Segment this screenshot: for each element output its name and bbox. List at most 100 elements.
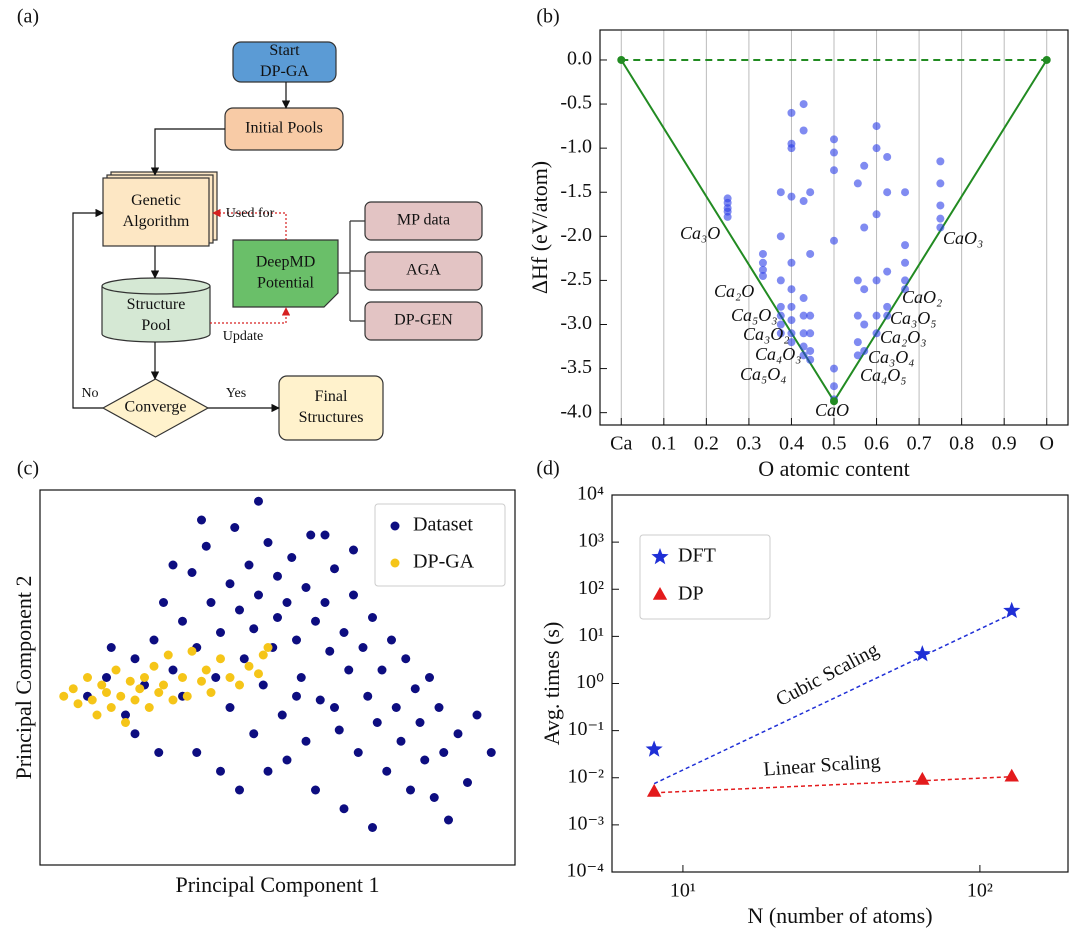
point	[799, 197, 808, 206]
fit-line	[653, 613, 1013, 785]
y-tick-label: -3.0	[560, 312, 592, 334]
point	[353, 748, 363, 757]
point	[936, 201, 945, 210]
point	[410, 684, 420, 694]
point	[363, 691, 373, 701]
point	[830, 166, 838, 175]
edge-label: No	[81, 386, 98, 401]
node-label: DP-GA	[260, 63, 309, 80]
y-tick-label: -4.0	[560, 400, 592, 422]
node-label: DeepMD	[256, 254, 316, 271]
point	[239, 654, 249, 664]
point	[92, 710, 102, 720]
x-tick-label: 0.7	[907, 433, 932, 455]
legend-box	[374, 503, 506, 587]
node-label: Converge	[125, 399, 187, 416]
point	[860, 320, 869, 329]
y-tick-label: 0.0	[567, 48, 592, 70]
point	[872, 122, 881, 131]
fit-label: Linear Scaling	[763, 751, 881, 781]
point	[263, 766, 273, 776]
point	[315, 695, 325, 705]
x-tick-label: 0.9	[992, 433, 1017, 455]
point	[853, 338, 862, 347]
point	[135, 684, 145, 694]
edge	[150, 128, 225, 176]
point	[102, 673, 111, 682]
point	[154, 688, 164, 697]
node-label: Potential	[257, 275, 314, 292]
point	[1003, 601, 1021, 618]
fit-label: Cubic Scaling	[772, 639, 882, 711]
point	[936, 179, 945, 188]
point	[282, 755, 292, 765]
node-label: Algorithm	[123, 213, 190, 230]
point	[216, 654, 225, 664]
x-axis-label: N (number of atoms)	[747, 903, 932, 928]
point	[197, 676, 206, 686]
point	[860, 285, 869, 294]
annotation: Ca₄O₅	[860, 365, 907, 385]
panel-label: (c)	[17, 458, 39, 480]
panel-label: (a)	[17, 6, 39, 28]
point	[377, 665, 387, 675]
point	[149, 635, 159, 645]
point	[125, 676, 135, 686]
annotation: Ca₂O	[714, 281, 754, 301]
annotation: Ca₂O₃	[880, 327, 927, 347]
legend-marker	[651, 548, 669, 565]
point	[372, 718, 382, 727]
edge	[210, 307, 291, 324]
annotation: Ca₄O₃	[755, 344, 802, 364]
point	[306, 530, 316, 540]
point	[936, 223, 945, 232]
point	[806, 346, 815, 355]
point	[787, 258, 796, 267]
edge	[72, 208, 104, 409]
x-axis-label: Principal Component 1	[175, 872, 379, 897]
point	[206, 598, 216, 607]
x-tick-label: O	[1040, 433, 1054, 455]
y-tick-label: -1.0	[560, 136, 592, 158]
point	[235, 605, 244, 615]
point	[216, 766, 225, 776]
point	[111, 665, 121, 675]
point	[776, 320, 785, 329]
point	[225, 703, 235, 712]
y-tick-label: 10⁻³	[567, 812, 604, 834]
point	[87, 695, 97, 705]
legend-marker	[390, 558, 400, 568]
plot-frame	[611, 494, 1069, 873]
point	[883, 152, 892, 161]
point	[225, 673, 235, 682]
point	[254, 590, 263, 600]
point	[59, 691, 69, 701]
point	[311, 616, 320, 626]
point	[872, 210, 881, 219]
panel-label: (b)	[536, 6, 559, 28]
point	[872, 329, 881, 338]
point	[830, 135, 838, 144]
node-label: Final	[315, 388, 348, 405]
point	[168, 665, 178, 675]
node-label: Structures	[299, 409, 364, 426]
point	[168, 695, 178, 705]
point	[187, 646, 197, 656]
point	[776, 311, 785, 320]
annotation: CaO	[815, 400, 849, 420]
point	[901, 188, 910, 197]
y-axis-label: Avg. times (s)	[539, 622, 564, 746]
point	[235, 680, 244, 690]
point	[758, 271, 767, 280]
point	[860, 161, 869, 170]
node-label: Structure	[127, 296, 186, 313]
point	[244, 560, 254, 570]
x-tick-label: 0.6	[864, 433, 889, 455]
point	[758, 258, 767, 267]
point	[163, 650, 173, 660]
point	[144, 703, 154, 712]
point	[776, 232, 785, 241]
legend-marker	[390, 521, 400, 531]
point	[883, 267, 892, 276]
